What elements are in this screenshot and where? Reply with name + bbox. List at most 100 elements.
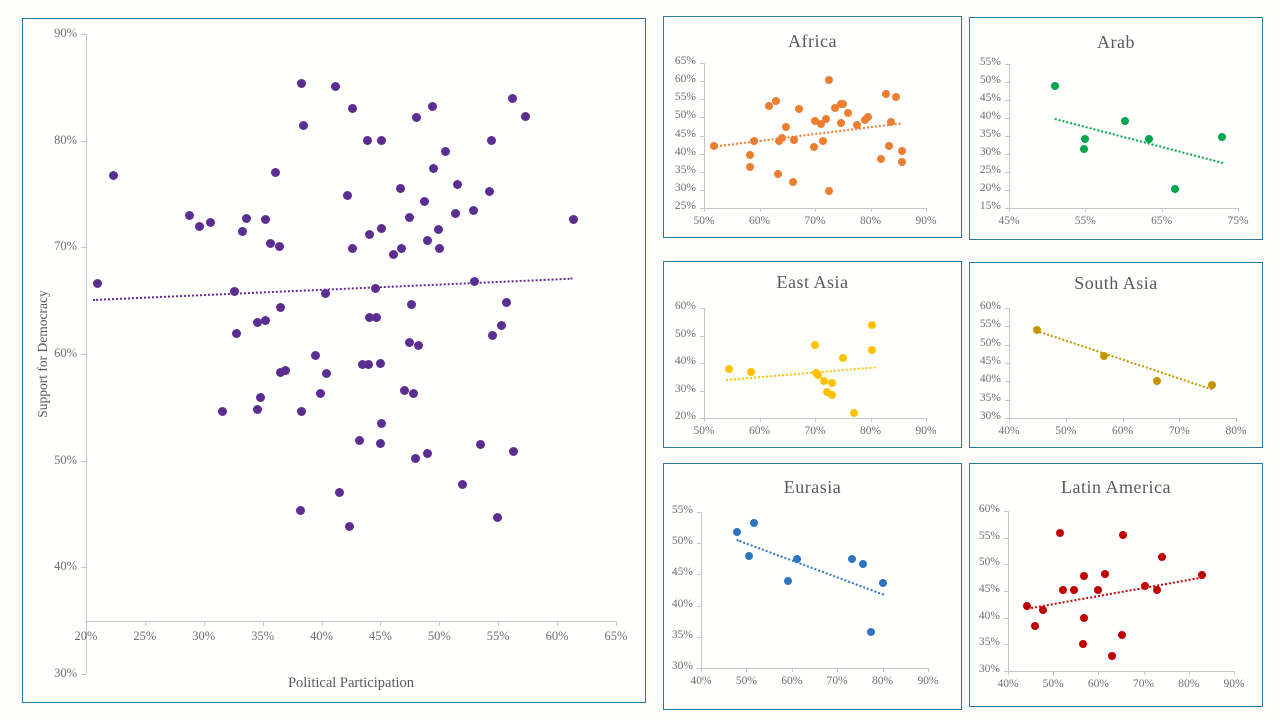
y-tickmark <box>81 567 86 569</box>
data-point <box>345 522 355 532</box>
x-tickmark <box>926 208 927 212</box>
data-point <box>280 365 290 375</box>
data-point <box>884 142 893 150</box>
x-tick-label: 70% <box>804 215 826 227</box>
x-tickmark <box>262 620 264 626</box>
data-point <box>1152 586 1161 595</box>
y-tickmark <box>700 390 704 392</box>
x-axis <box>1009 208 1238 209</box>
data-point <box>877 155 886 164</box>
x-tickmark <box>1009 418 1010 422</box>
data-point <box>868 345 877 354</box>
y-tick-label: 35% <box>674 163 696 176</box>
y-tick-label: 30% <box>54 666 77 680</box>
y-tick-label: 40% <box>978 609 1000 622</box>
trend-line <box>1054 118 1223 164</box>
data-point <box>819 377 828 386</box>
data-point <box>1023 601 1032 610</box>
x-tickmark <box>1236 418 1237 422</box>
data-point <box>253 317 263 327</box>
x-tick-label: 40% <box>998 425 1020 437</box>
y-tick-label: 60% <box>979 300 1001 312</box>
x-tickmark <box>203 620 205 626</box>
x-tickmark <box>1008 671 1009 675</box>
data-point <box>1038 605 1047 614</box>
chart-title-latin-america: Latin America <box>1061 477 1171 497</box>
x-tickmark <box>616 620 617 626</box>
y-tickmark <box>81 460 86 462</box>
data-point <box>749 519 758 528</box>
y-tick-label: 50% <box>674 327 696 340</box>
x-tick-label: 35% <box>251 628 275 643</box>
x-tickmark <box>815 208 816 212</box>
y-tick-label: 45% <box>671 566 693 579</box>
y-tickmark <box>1004 671 1008 672</box>
data-point <box>434 243 444 253</box>
data-point <box>749 137 758 146</box>
y-tickmark <box>1005 208 1009 209</box>
data-point <box>822 388 831 397</box>
x-tickmark <box>1188 671 1190 675</box>
x-tickmark <box>870 418 872 422</box>
y-tick-label: 60% <box>674 300 696 312</box>
data-point <box>320 288 330 298</box>
data-point <box>487 331 497 341</box>
data-point <box>427 102 437 112</box>
x-tick-label: 50% <box>693 215 715 227</box>
y-tickmark <box>1005 100 1009 101</box>
y-tickmark <box>697 636 701 638</box>
y-tick-label: 40% <box>671 597 693 610</box>
data-point <box>724 364 733 373</box>
data-point <box>395 184 405 194</box>
y-tickmark <box>700 363 704 364</box>
data-point <box>825 186 834 195</box>
y-tickmark <box>697 574 701 576</box>
data-point <box>371 284 381 294</box>
x-tickmark <box>1161 208 1163 212</box>
data-point <box>828 390 837 399</box>
data-point <box>229 286 239 296</box>
y-tickmark <box>1004 591 1008 592</box>
x-tickmark <box>704 208 705 212</box>
data-point <box>830 104 839 113</box>
latin-america-scatter-plot: 30% 35% 40% 45% 50% 55% 60% 40% 50% 60% 70% 80% 90% <box>970 464 1262 706</box>
data-point <box>868 320 877 329</box>
y-tick-label: 40% <box>979 110 1001 122</box>
data-point <box>1079 572 1088 581</box>
y-tickmark <box>81 247 86 249</box>
data-point <box>1118 531 1127 539</box>
y-tick-label: 80% <box>54 132 77 147</box>
data-point <box>520 111 530 121</box>
data-point <box>388 250 398 260</box>
y-tickmark <box>81 674 86 675</box>
x-tickmark <box>791 668 793 672</box>
data-point <box>266 238 276 248</box>
eurasia-scatter-plot: 30% 35% 40% 45% 50% 55% 40% 50% 60% 70% 80% 90% <box>664 464 961 709</box>
data-point <box>218 407 228 417</box>
y-tick-label: 60% <box>54 346 77 360</box>
data-point <box>1050 82 1059 91</box>
x-tick-label: 45% <box>368 628 392 643</box>
data-point <box>1217 133 1226 142</box>
y-tickmark <box>1005 326 1009 328</box>
data-point <box>458 479 468 489</box>
y-tick-label: 25% <box>979 164 1001 176</box>
trend-line <box>1026 576 1203 610</box>
data-point <box>1080 613 1089 622</box>
south-asia-scatter-plot: 30% 35% 40% 45% 50% 55% 60% 40% 50% 60% 70% 80% <box>970 263 1262 447</box>
data-point <box>206 218 216 228</box>
x-tick-label: 75% <box>1227 215 1249 227</box>
y-tickmark <box>81 140 86 142</box>
data-point <box>1171 184 1180 193</box>
data-point <box>354 435 364 445</box>
data-point <box>299 121 309 131</box>
data-point <box>732 527 741 536</box>
y-tickmark <box>700 335 704 337</box>
y-tick-label: 30% <box>979 410 1001 422</box>
data-point <box>347 243 357 253</box>
data-point <box>399 385 409 395</box>
data-point <box>892 93 901 102</box>
x-tick-label: 40% <box>310 628 333 643</box>
x-tick-label: 40% <box>997 678 1019 690</box>
